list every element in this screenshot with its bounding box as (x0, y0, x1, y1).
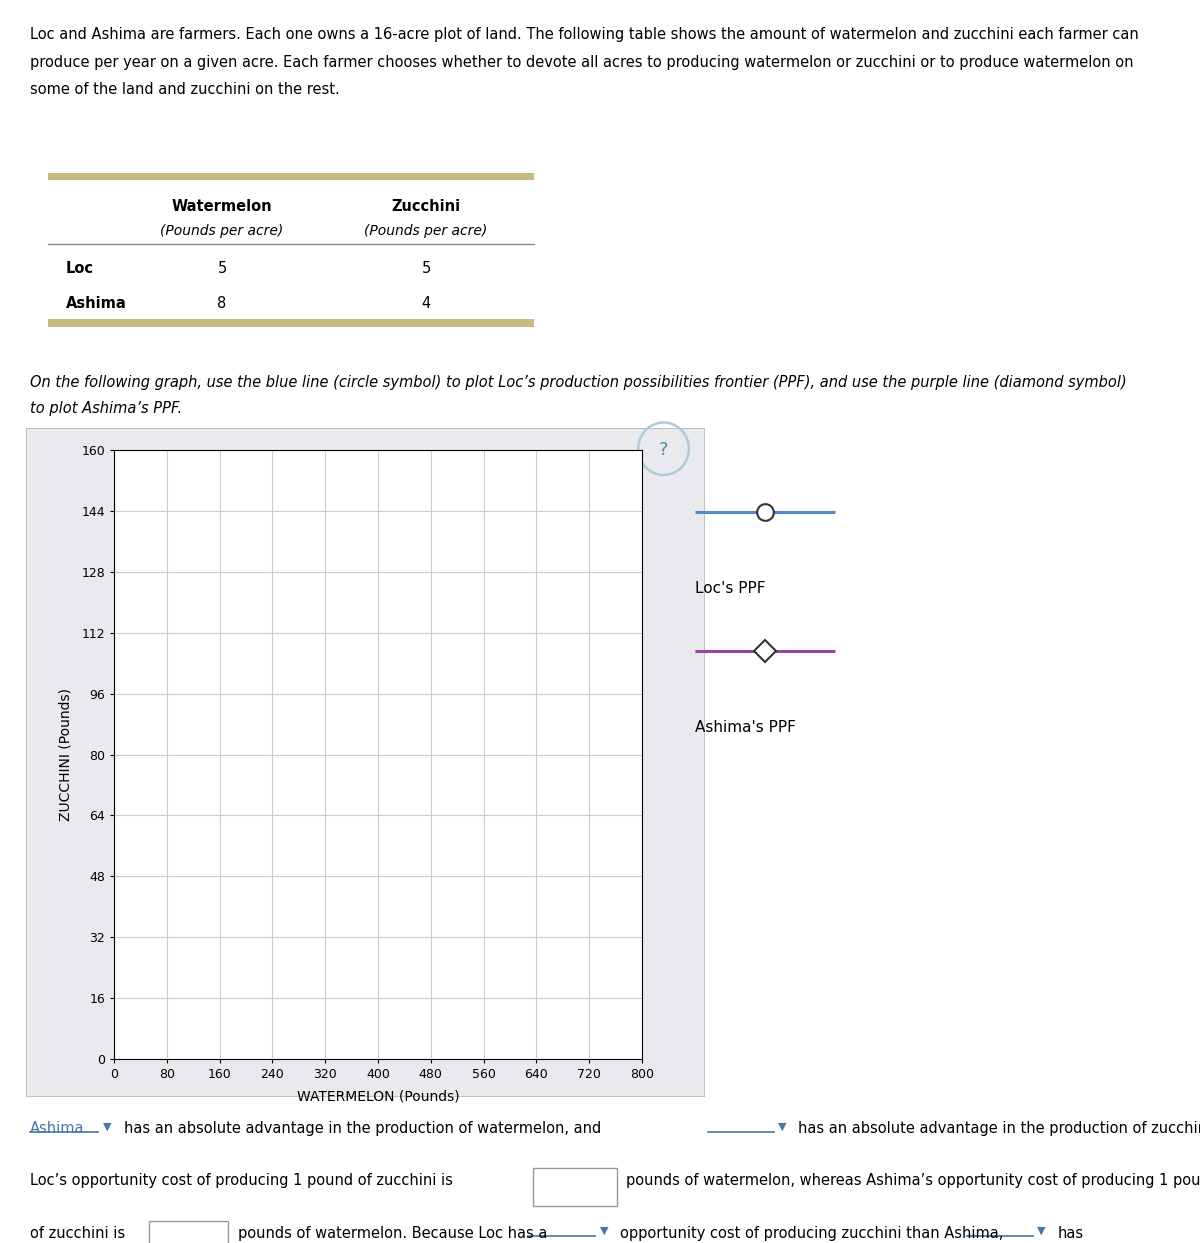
Text: Loc's PPF: Loc's PPF (695, 582, 766, 597)
Text: (Pounds per acre): (Pounds per acre) (365, 224, 487, 237)
Y-axis label: ZUCCHINI (Pounds): ZUCCHINI (Pounds) (59, 689, 73, 820)
Text: of zucchini is: of zucchini is (30, 1226, 125, 1241)
Text: (Pounds per acre): (Pounds per acre) (161, 224, 283, 237)
Text: Loc and Ashima are farmers. Each one owns a 16-acre plot of land. The following : Loc and Ashima are farmers. Each one own… (30, 27, 1139, 42)
Bar (149, 1221, 228, 1243)
Text: ▼: ▼ (1037, 1226, 1045, 1236)
Text: some of the land and zucchini on the rest.: some of the land and zucchini on the res… (30, 82, 340, 97)
Text: ▼: ▼ (600, 1226, 608, 1236)
Text: has an absolute advantage in the production of zucchini.: has an absolute advantage in the product… (798, 1121, 1200, 1136)
Text: has an absolute advantage in the production of watermelon, and: has an absolute advantage in the product… (124, 1121, 601, 1136)
Text: Loc’s opportunity cost of producing 1 pound of zucchini is: Loc’s opportunity cost of producing 1 po… (30, 1173, 452, 1188)
Text: 4: 4 (421, 296, 431, 311)
Text: opportunity cost of producing zucchini than Ashima,: opportunity cost of producing zucchini t… (620, 1226, 1003, 1241)
Text: On the following graph, use the blue line (circle symbol) to plot Loc’s producti: On the following graph, use the blue lin… (30, 375, 1127, 390)
Text: 5: 5 (421, 261, 431, 276)
Text: Ashima: Ashima (30, 1121, 84, 1136)
Text: to plot Ashima’s PPF.: to plot Ashima’s PPF. (30, 401, 182, 416)
Text: 5: 5 (217, 261, 227, 276)
Text: 8: 8 (217, 296, 227, 311)
Text: has: has (1057, 1226, 1084, 1241)
Text: Zucchini: Zucchini (391, 199, 461, 214)
Text: produce per year on a given acre. Each farmer chooses whether to devote all acre: produce per year on a given acre. Each f… (30, 55, 1134, 70)
Text: pounds of watermelon. Because Loc has a: pounds of watermelon. Because Loc has a (238, 1226, 547, 1241)
Text: ?: ? (659, 441, 668, 459)
Text: pounds of watermelon, whereas Ashima’s opportunity cost of producing 1 pound: pounds of watermelon, whereas Ashima’s o… (626, 1173, 1200, 1188)
Bar (533, 1168, 617, 1206)
Bar (48, 173, 534, 180)
Text: Ashima's PPF: Ashima's PPF (695, 721, 796, 736)
X-axis label: WATERMELON (Pounds): WATERMELON (Pounds) (296, 1089, 460, 1104)
Text: ▼: ▼ (103, 1121, 112, 1131)
Text: ▼: ▼ (778, 1121, 786, 1131)
Text: Ashima: Ashima (66, 296, 127, 311)
Text: Watermelon: Watermelon (172, 199, 272, 214)
Text: Loc: Loc (66, 261, 94, 276)
Bar (48, 319, 534, 327)
